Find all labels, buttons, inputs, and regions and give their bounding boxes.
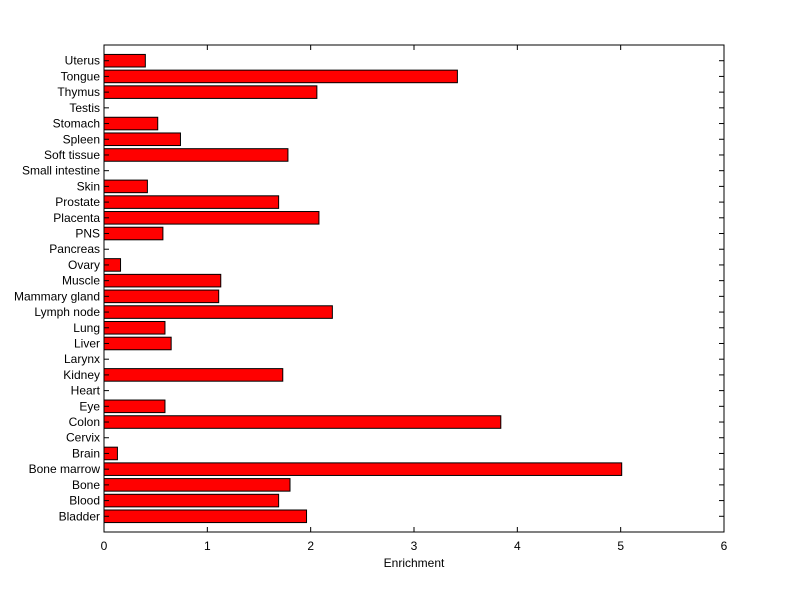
y-tick-label: Soft tissue (44, 148, 100, 162)
y-tick-label: Eye (79, 399, 100, 413)
y-tick-label: Bone marrow (29, 462, 101, 476)
y-tick-label: Ovary (68, 258, 100, 272)
bar-stomach (103, 116, 159, 131)
plot-frame (103, 44, 725, 533)
x-tick-label: 2 (307, 539, 314, 553)
bar-soft-tissue (103, 148, 289, 162)
plot-area (104, 45, 724, 532)
bar-kidney (103, 368, 284, 382)
bar-blood (103, 493, 280, 508)
bar-thymus (103, 85, 318, 99)
y-tick-label: Bone (72, 478, 100, 492)
y-tick-label: Skin (77, 179, 100, 193)
bar-spleen (103, 132, 181, 147)
y-tick-label: Liver (74, 336, 100, 350)
y-tick-label: PNS (75, 227, 100, 241)
y-tick-label: Kidney (63, 368, 100, 382)
bar-colon (103, 415, 502, 429)
y-tick-label: Stomach (53, 117, 100, 131)
bar-pns (103, 226, 164, 241)
y-tick-label: Lung (73, 321, 100, 335)
bar-tongue (103, 69, 458, 84)
y-tick-label: Pancreas (49, 242, 100, 256)
bar-muscle (103, 273, 222, 288)
y-tick-label: Blood (69, 494, 100, 508)
y-tick-label: Testis (69, 101, 100, 115)
bar-liver (103, 336, 172, 351)
y-tick-label: Cervix (66, 431, 100, 445)
bar-bladder (103, 509, 308, 524)
y-tick-label: Bladder (59, 509, 100, 523)
x-tick-label: 3 (411, 539, 418, 553)
bar-lymph-node (103, 305, 333, 319)
y-tick-label: Heart (71, 384, 101, 398)
x-tick-label: 1 (204, 539, 211, 553)
bar-lung (103, 320, 166, 335)
y-tick-label: Tongue (61, 69, 101, 83)
bar-eye (103, 399, 166, 414)
x-tick-label: 6 (721, 539, 728, 553)
bar-placenta (103, 211, 320, 225)
x-axis-title: Enrichment (384, 556, 445, 570)
y-tick-label: Small intestine (22, 164, 100, 178)
y-tick-label: Mammary gland (14, 289, 100, 303)
y-tick-label: Larynx (64, 352, 100, 366)
y-tick-label: Muscle (62, 274, 100, 288)
bar-skin (103, 179, 148, 194)
y-tick-label: Prostate (55, 195, 100, 209)
x-tick-label: 4 (514, 539, 521, 553)
y-tick-label: Placenta (53, 211, 100, 225)
x-tick-label: 5 (617, 539, 624, 553)
bar-uterus (103, 53, 146, 68)
y-tick-label: Brain (72, 446, 100, 460)
y-tick-label: Spleen (63, 132, 100, 146)
x-tick-label: 0 (101, 539, 108, 553)
bar-bone-marrow (103, 462, 623, 476)
bar-prostate (103, 195, 280, 209)
bar-mammary-gland (103, 289, 220, 304)
y-tick-label: Thymus (57, 85, 100, 99)
bar-bone (103, 478, 291, 492)
y-tick-label: Lymph node (34, 305, 100, 319)
y-tick-label: Uterus (65, 54, 100, 68)
y-tick-label: Colon (69, 415, 100, 429)
